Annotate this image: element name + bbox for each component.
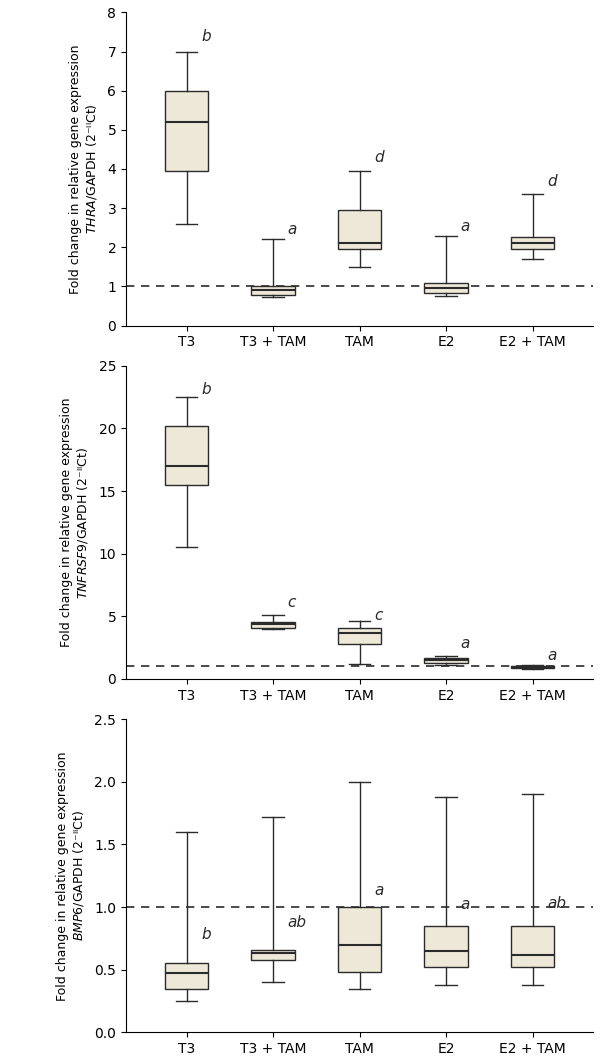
PathPatch shape xyxy=(338,907,381,973)
Y-axis label: Fold change in relative gene expression
$\mathit{TNFRSF9}$/GAPDH (2⁻ᴵᴵCt): Fold change in relative gene expression … xyxy=(60,398,91,647)
PathPatch shape xyxy=(165,426,208,485)
Text: d: d xyxy=(374,150,384,165)
Y-axis label: Fold change in relative gene expression
$\mathit{BMP6}$/GAPDH (2⁻ᴵᴵCt): Fold change in relative gene expression … xyxy=(56,752,86,1000)
Text: ab: ab xyxy=(547,896,566,911)
Text: a: a xyxy=(461,219,470,234)
Text: b: b xyxy=(201,29,211,44)
Text: a: a xyxy=(461,637,470,652)
Text: b: b xyxy=(201,383,211,398)
Text: a: a xyxy=(461,897,470,912)
Text: ab: ab xyxy=(288,914,307,930)
PathPatch shape xyxy=(424,926,467,967)
Text: a: a xyxy=(374,883,383,898)
PathPatch shape xyxy=(511,926,554,967)
PathPatch shape xyxy=(338,210,381,249)
PathPatch shape xyxy=(251,622,295,627)
PathPatch shape xyxy=(165,963,208,989)
Text: c: c xyxy=(374,608,383,623)
Y-axis label: Fold change in relative gene expression
$\mathit{THRA}$/GAPDH (2⁻ᴵᴵCt): Fold change in relative gene expression … xyxy=(69,45,99,293)
Text: b: b xyxy=(201,927,211,942)
Text: a: a xyxy=(288,222,297,237)
PathPatch shape xyxy=(511,237,554,249)
PathPatch shape xyxy=(511,667,554,668)
PathPatch shape xyxy=(165,90,208,171)
PathPatch shape xyxy=(338,627,381,644)
PathPatch shape xyxy=(424,283,467,293)
PathPatch shape xyxy=(251,286,295,296)
Text: d: d xyxy=(547,173,557,188)
PathPatch shape xyxy=(424,658,467,662)
Text: c: c xyxy=(288,595,296,610)
PathPatch shape xyxy=(251,949,295,960)
Text: a: a xyxy=(547,647,557,662)
